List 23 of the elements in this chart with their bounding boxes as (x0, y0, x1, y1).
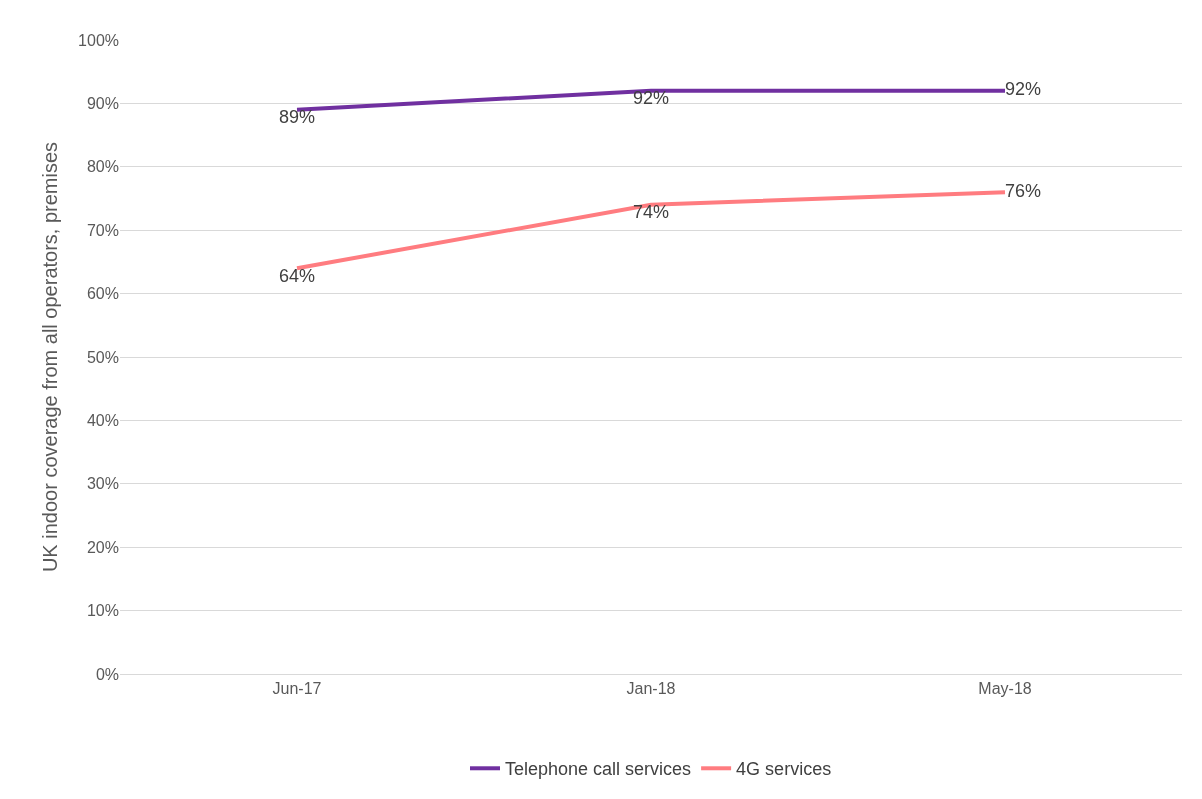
x-tick-label: May-18 (978, 680, 1032, 698)
legend-label: Telephone call services (505, 759, 692, 780)
y-tick-label: 40% (86, 412, 119, 429)
y-tick-label: 80% (86, 158, 119, 176)
y-tick-label: 10% (86, 602, 119, 620)
y-tick-label: 90% (86, 95, 119, 112)
y-tick-label: 60% (86, 285, 119, 303)
data-label: 64% (278, 265, 316, 286)
data-label: 92% (632, 88, 670, 109)
data-label: 92% (1005, 79, 1042, 100)
data-label: 76% (1005, 180, 1042, 201)
y-tick-label: 50% (86, 348, 119, 366)
x-tick-label: Jun-17 (272, 680, 322, 698)
y-tick-label: 20% (86, 538, 119, 556)
y-tick-label: 70% (86, 221, 119, 239)
y-tick-label: 0% (95, 665, 119, 683)
x-tick-label: Jan-18 (626, 680, 676, 698)
data-label: 89% (278, 107, 316, 128)
legend-label: 4G services (736, 759, 832, 780)
y-axis-title: UK indoor coverage from all operators, premises (38, 141, 61, 573)
y-tick-label: 30% (86, 475, 119, 493)
data-label: 74% (632, 202, 670, 223)
y-tick-label: 100% (78, 31, 119, 49)
